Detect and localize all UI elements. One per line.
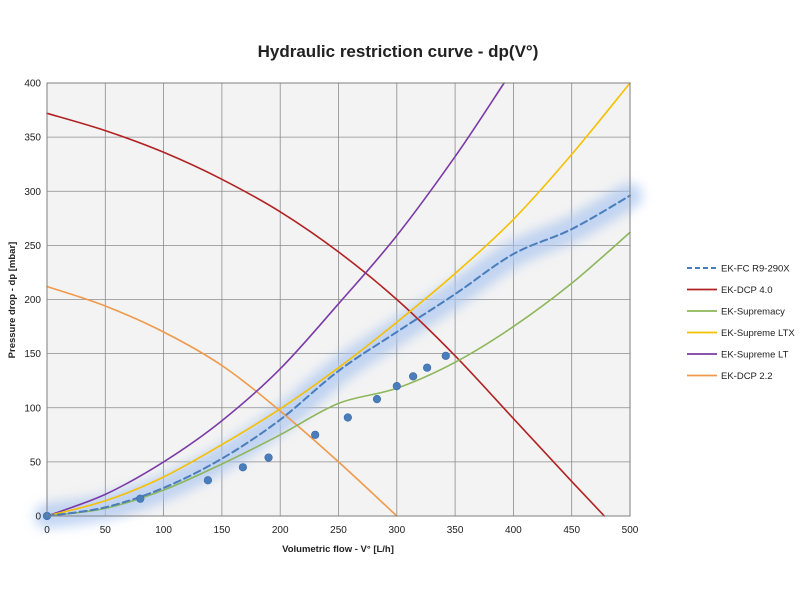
series-line-ek-supreme-ltx	[46, 82, 631, 517]
x-axis-ticks: 0 50 100 150 200 250 300 350 400 450 500	[44, 525, 639, 536]
x-axis-label: Volumetric flow - V° [L/h]	[282, 544, 394, 555]
x-tick-label: 50	[100, 525, 112, 536]
y-tick-label: 250	[24, 241, 41, 252]
plot-area	[35, 82, 642, 528]
y-tick-label: 100	[24, 403, 41, 414]
series-line-ek-dcp-2-2	[46, 285, 398, 517]
x-tick-label: 300	[388, 525, 405, 536]
y-tick-label: 150	[24, 349, 41, 360]
y-tick-label: 350	[24, 133, 41, 144]
x-tick-label: 450	[563, 525, 580, 536]
y-axis-ticks: 0 50 100 150 200 250 300 350 400	[24, 79, 41, 523]
data-point-marker	[311, 430, 320, 439]
data-point-marker	[392, 382, 401, 391]
data-point-marker	[372, 394, 382, 404]
series-layer	[46, 82, 631, 517]
x-tick-label: 150	[214, 525, 231, 536]
data-point-marker	[343, 413, 352, 422]
series-line-ek-fc-r9-290x	[46, 194, 631, 517]
data-point-marker	[136, 494, 145, 503]
legend: EK-FC R9-290X EK-DCP 4.0 EK-Supremacy EK-Su…	[687, 264, 795, 382]
data-point-marker	[238, 463, 247, 472]
y-tick-label: 400	[24, 79, 41, 90]
x-tick-label: 0	[44, 525, 50, 536]
y-tick-label: 200	[24, 295, 41, 306]
series-line-ek-supremacy	[46, 231, 631, 517]
marker-layer	[42, 351, 450, 521]
x-tick-label: 200	[272, 525, 289, 536]
x-tick-label: 100	[155, 525, 172, 536]
x-tick-label: 400	[505, 525, 522, 536]
y-tick-label: 300	[24, 187, 41, 198]
plot-border	[46, 82, 631, 517]
chart-title: Hydraulic restriction curve - dp(V°)	[258, 42, 539, 61]
x-tick-label: 500	[622, 525, 639, 536]
data-point-marker	[423, 363, 432, 372]
legend-label: EK-FC R9-290X	[721, 264, 790, 275]
legend-label: EK-Supremacy	[721, 307, 785, 318]
legend-label: EK-Supreme LTX	[721, 328, 795, 339]
legend-label: EK-DCP 4.0	[721, 285, 773, 296]
x-tick-label: 350	[447, 525, 464, 536]
series-line-ek-dcp-4-0	[46, 112, 606, 517]
series-line-ek-supreme-lt	[46, 82, 505, 517]
data-point-marker	[203, 476, 213, 485]
y-tick-label: 50	[30, 457, 42, 468]
y-tick-label: 0	[35, 512, 41, 523]
legend-label: EK-Supreme LT	[721, 350, 789, 361]
y-axis-label: Pressure drop - dp [mbar]	[7, 242, 18, 359]
data-point-marker	[441, 351, 450, 360]
x-tick-label: 250	[330, 525, 347, 536]
data-point-marker	[264, 453, 273, 462]
data-point-marker	[409, 372, 418, 381]
legend-label: EK-DCP 2.2	[721, 371, 773, 382]
